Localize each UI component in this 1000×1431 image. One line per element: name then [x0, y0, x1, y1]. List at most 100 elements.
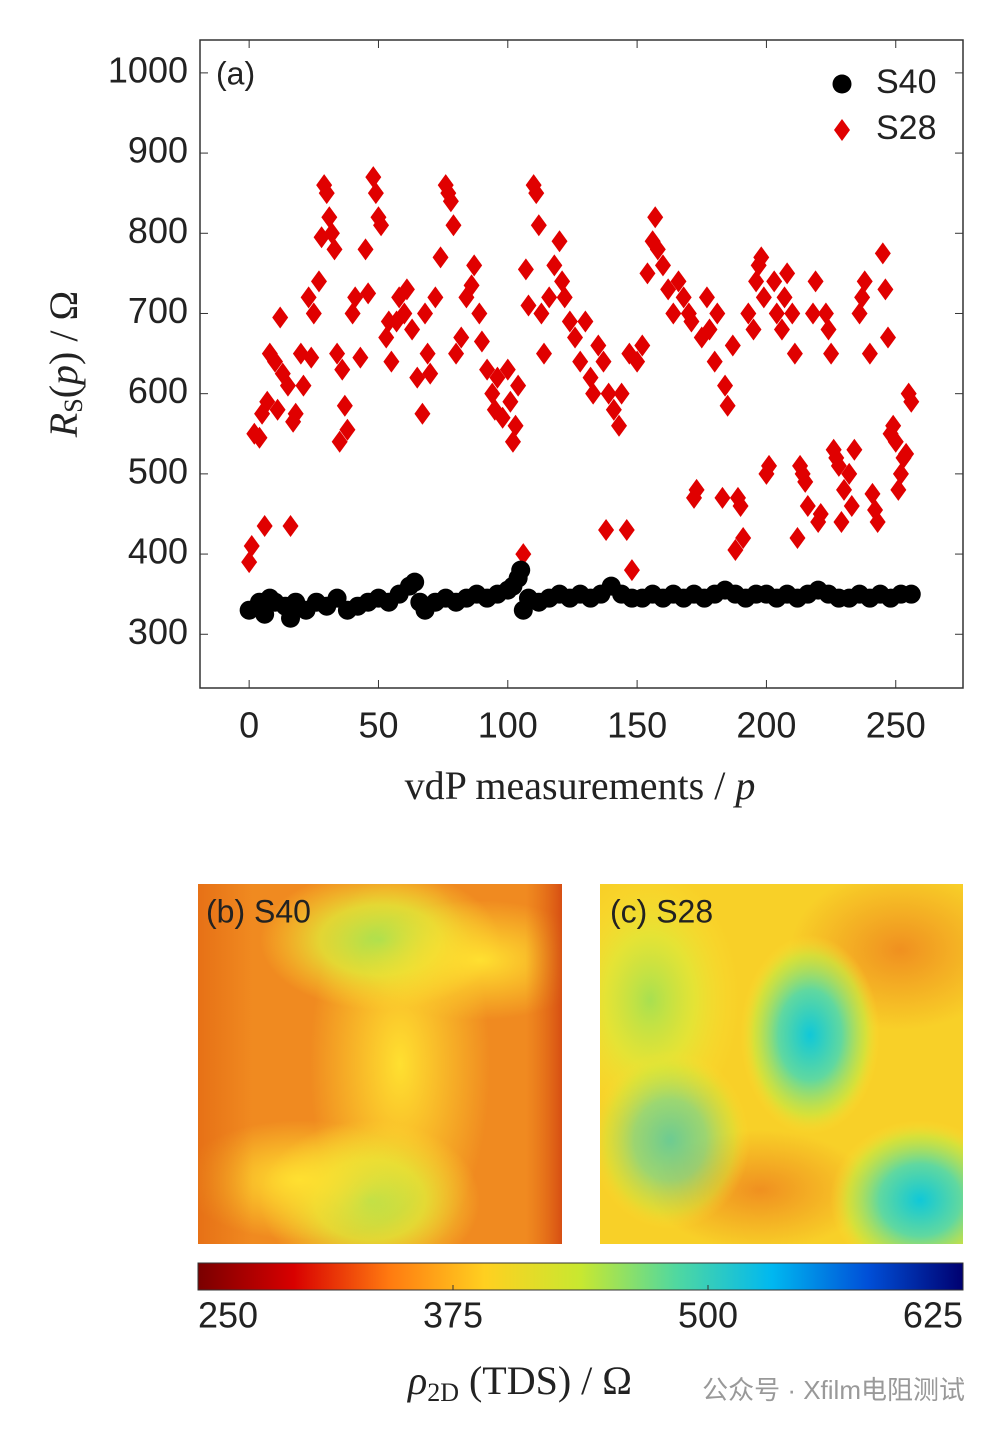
marker — [272, 306, 289, 329]
marker — [851, 302, 868, 325]
marker — [724, 334, 741, 357]
label-part: vdP measurements / — [405, 763, 736, 808]
x-tick-label: 100 — [478, 705, 538, 746]
marker — [267, 350, 284, 373]
watermark: 公众号 · Xfilm电阻测试 — [702, 1375, 965, 1405]
marker — [357, 238, 374, 261]
marker — [409, 366, 426, 389]
marker — [556, 286, 573, 309]
marker — [675, 286, 692, 309]
marker — [634, 334, 651, 357]
marker — [660, 278, 677, 301]
marker — [745, 318, 762, 341]
marker — [582, 366, 599, 389]
marker — [799, 494, 816, 517]
label-part: p — [732, 763, 755, 808]
x-tick-label: 200 — [736, 705, 796, 746]
panel-title: (c) S28 — [610, 893, 713, 929]
marker — [554, 270, 571, 293]
plot-frame — [199, 39, 964, 689]
marker — [786, 342, 803, 365]
marker — [683, 310, 700, 333]
marker — [551, 230, 568, 253]
label-part: ( — [41, 385, 86, 398]
marker — [528, 182, 545, 205]
marker — [256, 515, 273, 537]
marker — [510, 374, 527, 397]
marker — [541, 286, 558, 309]
y-tick-label: 400 — [128, 531, 188, 572]
marker — [864, 482, 881, 505]
marker — [303, 346, 320, 369]
marker — [605, 398, 622, 421]
marker — [670, 270, 687, 293]
marker — [352, 346, 369, 369]
marker — [344, 302, 361, 325]
marker — [843, 494, 860, 517]
marker — [310, 270, 327, 293]
marker — [367, 182, 384, 205]
marker — [595, 350, 612, 373]
x-axis-label: vdP measurements / p — [405, 763, 756, 808]
marker — [877, 278, 894, 301]
marker — [709, 302, 726, 325]
marker — [499, 358, 516, 381]
marker — [331, 430, 348, 453]
marker — [755, 286, 772, 309]
marker — [688, 478, 705, 501]
colorbar-tick-label: 375 — [423, 1295, 483, 1336]
marker — [887, 430, 904, 453]
marker — [282, 515, 299, 537]
marker — [766, 270, 783, 293]
marker — [823, 342, 840, 365]
marker — [861, 342, 878, 365]
marker — [567, 326, 584, 349]
marker — [833, 510, 850, 533]
marker — [779, 262, 796, 285]
marker — [347, 286, 364, 309]
marker — [901, 584, 921, 604]
label-part: (TDS) / Ω — [459, 1358, 632, 1403]
marker — [259, 390, 276, 413]
marker — [854, 286, 871, 309]
label-sub: 2D — [427, 1378, 459, 1407]
marker — [735, 527, 752, 550]
legend-marker — [834, 119, 850, 141]
marker — [489, 366, 506, 389]
y-axis-label: RS(p) / Ω — [41, 291, 88, 438]
y-tick-label: 800 — [128, 210, 188, 251]
marker — [613, 382, 630, 405]
marker — [419, 342, 436, 365]
marker — [546, 254, 563, 277]
marker — [279, 374, 296, 397]
marker — [719, 394, 736, 417]
marker — [453, 326, 470, 349]
marker — [484, 382, 501, 405]
marker — [336, 394, 353, 417]
x-tick-label: 150 — [607, 705, 667, 746]
marker — [530, 214, 547, 237]
marker — [761, 454, 778, 477]
marker — [269, 398, 286, 421]
y-tick-label: 600 — [128, 370, 188, 411]
marker — [373, 214, 390, 237]
marker — [890, 478, 907, 501]
panel-label: (a) — [216, 55, 255, 91]
marker — [334, 358, 351, 381]
marker — [479, 358, 496, 381]
marker — [300, 286, 317, 309]
marker — [611, 414, 628, 437]
legend-marker — [832, 74, 852, 94]
marker — [422, 362, 439, 385]
y-tick-label: 900 — [128, 130, 188, 171]
marker — [654, 254, 671, 277]
marker — [515, 543, 532, 566]
marker — [753, 246, 770, 269]
marker — [585, 382, 602, 405]
marker — [329, 342, 346, 365]
marker — [885, 414, 902, 437]
marker — [360, 282, 377, 305]
marker — [405, 572, 425, 592]
marker — [383, 350, 400, 373]
